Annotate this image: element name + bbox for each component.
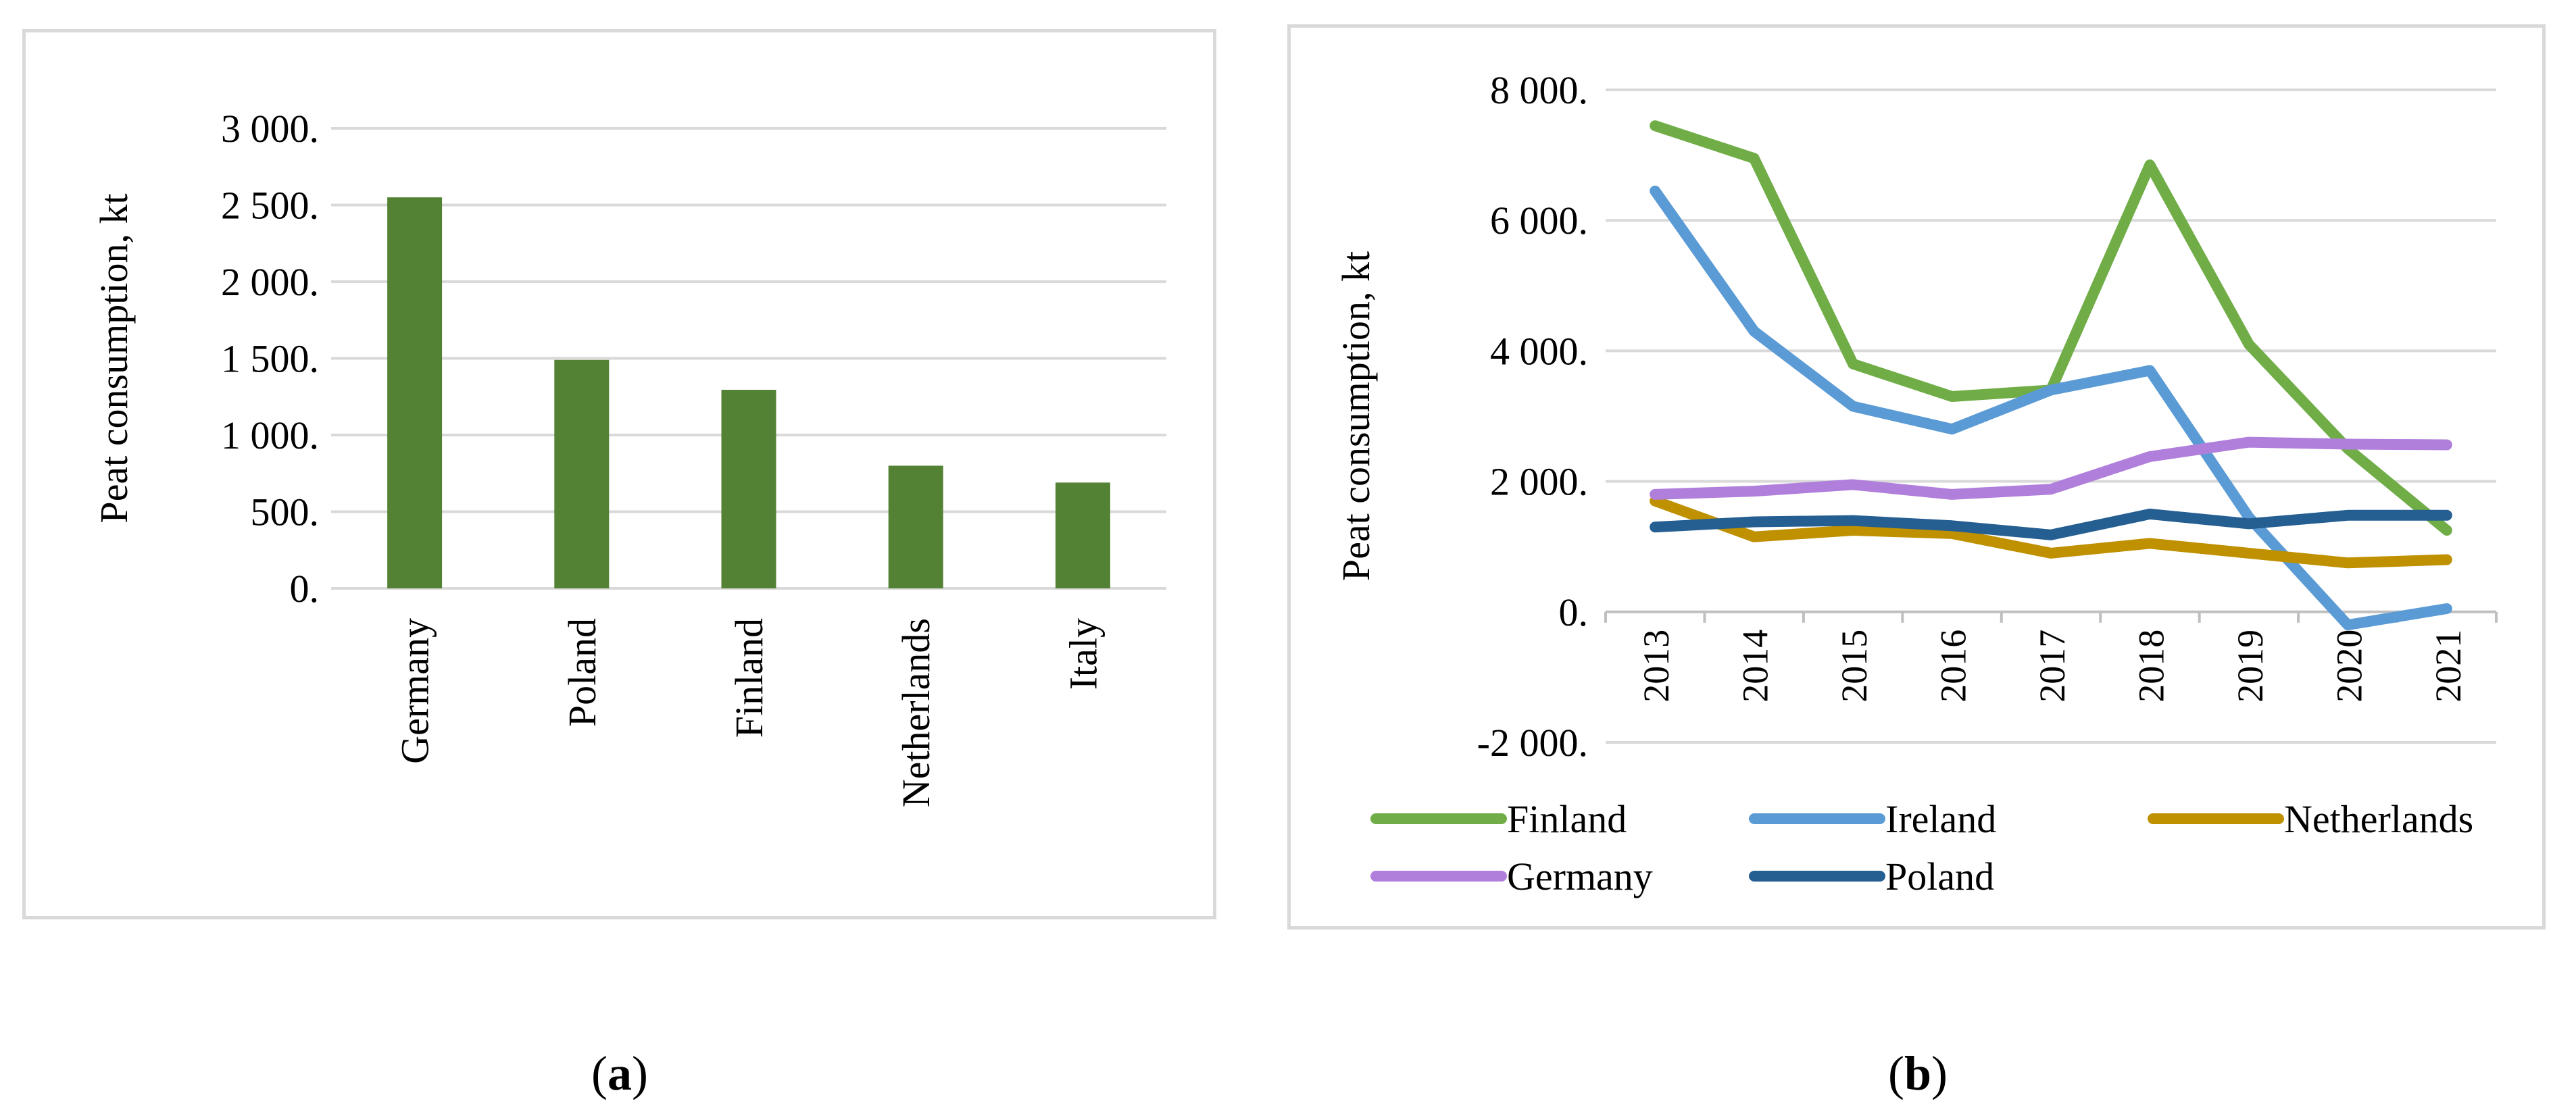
y-tick-label: 0. [290, 567, 320, 611]
series-line-ireland [1650, 185, 2452, 631]
y-tick-label: 1 000. [221, 413, 319, 457]
y-tick-label: 0. [1559, 590, 1589, 634]
series-line-netherlands [1650, 495, 2452, 569]
caption-b: (b) [1888, 1046, 1948, 1100]
y-tick-label: 2 500. [221, 184, 319, 228]
bar-poland [554, 359, 610, 588]
y-tick-label: 6 000. [1490, 199, 1588, 243]
y-tick-label: -2 000. [1477, 721, 1588, 765]
bar-italy [1055, 482, 1110, 588]
line-chart: -2 000. 0. 2 000. 4 000. 6 000. 8 000. 2013 201… [1334, 68, 2498, 898]
x-tick-label: Poland [560, 618, 604, 727]
bar-netherlands [888, 465, 943, 588]
legend-label-finland: Finland [1507, 797, 1627, 841]
series-line-germany [1650, 436, 2452, 500]
bar-chart: 0. 500. 1 000. 1 500. 2 000. 2 500. 3 000. Germ… [92, 107, 1166, 807]
y-tick-label: 3 000. [221, 107, 319, 151]
y-tick-label: 4 000. [1490, 329, 1588, 373]
legend-label-ireland: Ireland [1885, 797, 1996, 841]
x-tick-label: 2016 [1933, 630, 1974, 703]
x-tick-label: 2017 [2032, 630, 2073, 703]
chart-panel-a: 0. 500. 1 000. 1 500. 2 000. 2 500. 3 000. Germ… [22, 29, 1216, 919]
bar-finland [721, 390, 776, 588]
x-tick-label: Netherlands [894, 618, 938, 807]
caption-a: (a) [591, 1046, 648, 1100]
x-tick-label: Italy [1061, 618, 1105, 690]
x-tick-label: Germany [393, 618, 437, 764]
y-tick-label: 500. [251, 490, 320, 534]
x-tick-label: 2021 [2428, 630, 2469, 703]
x-tick-label: 2018 [2131, 630, 2171, 703]
x-tick-label: 2020 [2329, 630, 2369, 703]
y-axis-label: Peat consumption, kt [92, 193, 136, 523]
y-tick-label: 8 000. [1490, 68, 1588, 112]
series-line-finland [1650, 120, 2452, 536]
legend-label-netherlands: Netherlands [2284, 797, 2473, 841]
legend-label-poland: Poland [1885, 855, 1994, 898]
x-tick-label: 2015 [1834, 630, 1875, 703]
chart-panel-b: -2 000. 0. 2 000. 4 000. 6 000. 8 000. 2013 201… [1287, 24, 2546, 930]
x-tick-label: 2014 [1735, 630, 1776, 703]
legend-label-germany: Germany [1507, 855, 1653, 898]
bar-germany [387, 197, 443, 588]
y-tick-label: 2 000. [1490, 460, 1588, 504]
x-tick-label: 2013 [1636, 630, 1677, 703]
y-tick-label: 2 000. [221, 260, 319, 304]
x-tick-label: Finland [727, 618, 771, 738]
series-line-poland [1650, 508, 2452, 540]
y-tick-label: 1 500. [221, 337, 319, 381]
x-tick-label: 2019 [2230, 630, 2271, 703]
y-axis-label: Peat consumption, kt [1334, 251, 1378, 581]
